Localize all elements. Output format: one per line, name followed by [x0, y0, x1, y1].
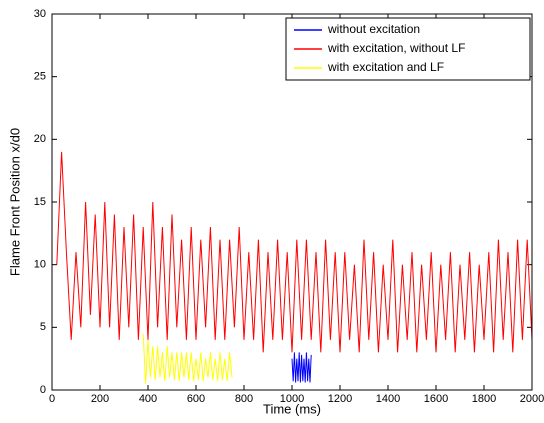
legend-label: with excitation, without LF: [327, 41, 465, 55]
y-tick-label: 15: [34, 196, 46, 208]
y-tick-label: 5: [40, 321, 46, 333]
y-tick-label: 25: [34, 71, 46, 83]
legend-label: with excitation and LF: [327, 60, 444, 74]
x-tick-label: 400: [139, 393, 157, 405]
x-tick-label: 1600: [424, 393, 448, 405]
series-line: [56, 151, 533, 353]
x-tick-label: 0: [49, 393, 55, 405]
x-tick-label: 1400: [376, 393, 400, 405]
legend-box: [285, 17, 531, 81]
series-line: [142, 333, 233, 384]
y-tick-label: 10: [34, 259, 46, 271]
y-tick-label: 30: [34, 8, 46, 20]
x-axis-label: Time (ms): [263, 401, 321, 416]
y-axis-label: Flame Front Position x/d0: [7, 128, 22, 276]
legend-label: without excitation: [327, 22, 420, 36]
x-tick-label: 1200: [328, 393, 352, 405]
y-tick-label: 0: [40, 384, 46, 396]
x-tick-label: 200: [91, 393, 109, 405]
x-tick-label: 2000: [520, 393, 544, 405]
x-tick-label: 600: [187, 393, 205, 405]
x-tick-label: 800: [235, 393, 253, 405]
series-line: [291, 352, 312, 383]
x-tick-label: 1800: [472, 393, 496, 405]
x-tick-label: 1000: [280, 393, 304, 405]
axes-box: [51, 13, 533, 391]
y-tick-label: 20: [34, 133, 46, 145]
